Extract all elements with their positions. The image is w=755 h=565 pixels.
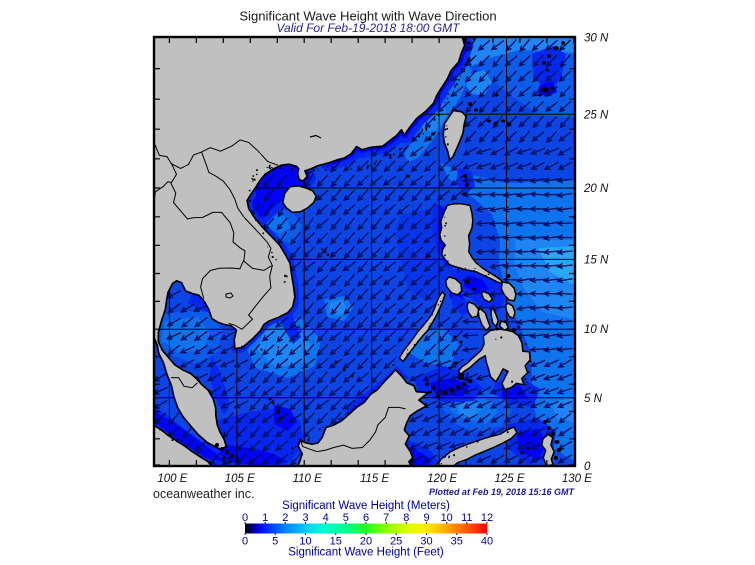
svg-text:40: 40 <box>481 536 493 548</box>
svg-text:5: 5 <box>343 512 349 524</box>
svg-text:105 E: 105 E <box>225 473 255 485</box>
svg-text:110 E: 110 E <box>293 473 323 485</box>
svg-text:11: 11 <box>461 512 472 524</box>
svg-text:0: 0 <box>242 512 248 524</box>
svg-text:3: 3 <box>302 512 308 524</box>
svg-text:20 N: 20 N <box>583 183 609 195</box>
svg-text:10: 10 <box>441 512 453 524</box>
svg-text:125 E: 125 E <box>494 473 524 485</box>
svg-text:15: 15 <box>330 536 342 548</box>
svg-text:4: 4 <box>323 512 329 524</box>
svg-text:Significant Wave Height (Feet): Significant Wave Height (Feet) <box>288 547 444 559</box>
svg-text:120 E: 120 E <box>427 473 457 485</box>
svg-text:130 E: 130 E <box>562 473 592 485</box>
svg-text:oceanweather inc.: oceanweather inc. <box>153 487 254 501</box>
svg-text:8: 8 <box>403 512 409 524</box>
svg-text:30 N: 30 N <box>584 33 609 45</box>
svg-text:Valid For Feb-19-2018 18:00 GM: Valid For Feb-19-2018 18:00 GMT <box>277 21 462 35</box>
svg-text:9: 9 <box>423 512 429 524</box>
svg-text:2: 2 <box>282 512 288 524</box>
svg-text:Plotted at Feb 19, 2018 15:16: Plotted at Feb 19, 2018 15:16 GMT <box>429 487 576 497</box>
svg-text:115 E: 115 E <box>360 473 390 485</box>
svg-text:10: 10 <box>299 536 311 548</box>
svg-text:30: 30 <box>420 536 432 548</box>
svg-text:0: 0 <box>584 461 591 473</box>
svg-text:1: 1 <box>262 512 268 524</box>
svg-text:35: 35 <box>451 536 463 548</box>
svg-text:10 N: 10 N <box>584 324 609 336</box>
svg-text:7: 7 <box>383 512 389 524</box>
svg-text:25 N: 25 N <box>583 109 609 121</box>
svg-text:5: 5 <box>272 536 278 548</box>
svg-text:Significant Wave Height (Meter: Significant Wave Height (Meters) <box>282 500 450 512</box>
svg-text:Significant Wave Height with W: Significant Wave Height with Wave Direct… <box>239 9 496 24</box>
svg-text:20: 20 <box>360 536 372 548</box>
svg-text:0: 0 <box>242 536 248 548</box>
svg-text:15 N: 15 N <box>584 254 609 266</box>
svg-text:25: 25 <box>390 536 402 548</box>
svg-text:5 N: 5 N <box>584 393 603 405</box>
svg-text:12: 12 <box>481 512 493 524</box>
svg-text:6: 6 <box>363 512 369 524</box>
svg-text:100 E: 100 E <box>157 473 187 485</box>
